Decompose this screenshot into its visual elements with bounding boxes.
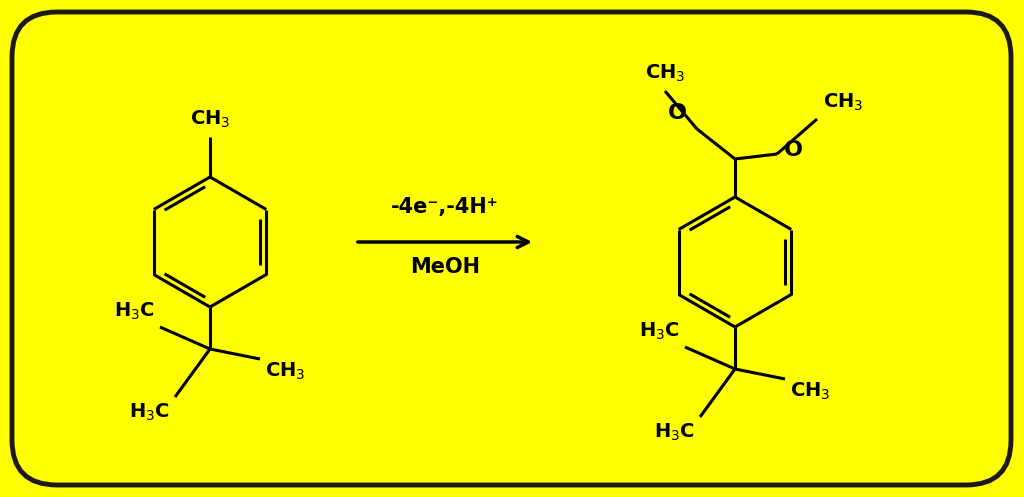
Text: MeOH: MeOH <box>410 257 480 277</box>
Text: CH$_3$: CH$_3$ <box>645 63 685 84</box>
Text: O: O <box>668 103 687 123</box>
Text: -4e⁻,-4H⁺: -4e⁻,-4H⁺ <box>391 197 499 217</box>
Text: H$_3$C: H$_3$C <box>654 422 695 443</box>
Text: H$_3$C: H$_3$C <box>639 321 680 342</box>
Text: O: O <box>784 140 803 160</box>
Text: CH$_3$: CH$_3$ <box>790 381 830 402</box>
Text: H$_3$C: H$_3$C <box>114 301 155 322</box>
Text: CH$_3$: CH$_3$ <box>189 109 230 130</box>
Text: CH$_3$: CH$_3$ <box>265 361 305 382</box>
FancyBboxPatch shape <box>12 12 1011 485</box>
Text: H$_3$C: H$_3$C <box>129 402 170 423</box>
Text: CH$_3$: CH$_3$ <box>823 92 863 113</box>
